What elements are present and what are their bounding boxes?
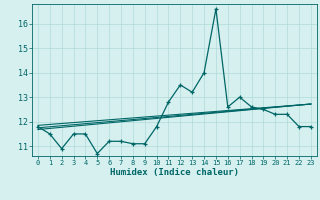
X-axis label: Humidex (Indice chaleur): Humidex (Indice chaleur) (110, 168, 239, 177)
